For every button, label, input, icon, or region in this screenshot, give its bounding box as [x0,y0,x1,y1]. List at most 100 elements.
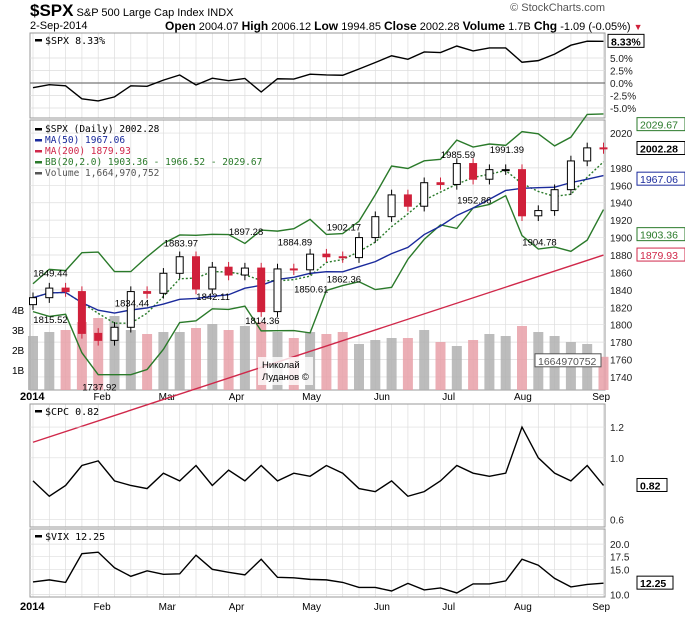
price-annotation: 1897.28 [229,227,263,238]
bb-upper-tag-box [636,117,685,132]
candle-body [355,237,363,259]
x-axis-label: Sep [592,602,610,613]
volume-bar [207,324,218,390]
price-tick-label: 1800 [610,321,633,332]
price-legend-item: Volume 1,664,970,752 [45,168,159,179]
volume-bar [158,332,169,390]
candle-body [436,182,445,185]
price-annotation: 1884.89 [278,238,312,249]
price-annotation: 1834.44 [115,299,149,310]
volume-bar [239,326,250,390]
candle-body [403,194,412,207]
high-label: High [241,19,269,33]
chart-title: $SPX S&P 500 Large Cap Index INDX [30,1,234,21]
ma200-tag: 1879.93 [640,250,678,262]
copyright: © StockCharts.com [510,2,605,14]
x-axis-label: Apr [229,602,245,613]
candle-body [61,287,70,293]
price-annotation: 1850.61 [294,285,328,296]
price-annotation: 1952.86 [457,196,491,207]
candle-body [257,267,266,313]
candle-body [45,287,54,299]
exchange: INDX [207,7,234,19]
price-annotation: 1991.39 [490,145,524,156]
ma200-tag-box [636,247,685,262]
x-axis-label: Aug [514,392,532,403]
ma200-line [32,254,604,443]
date: 2-Sep-2014 [30,20,88,32]
open-label: Open [165,19,196,33]
price-legend-item: MA(50) 1967.06 [45,135,125,146]
panel-frame-2 [29,403,606,528]
volume-bar [109,316,120,390]
candle-body [110,326,119,341]
candle-body [566,160,575,191]
volume-bar [60,330,71,390]
spx-pct-last-label-box [607,33,645,48]
close-tag-box [636,140,685,155]
candle-body [94,332,103,341]
close-value: 2002.28 [419,21,460,33]
bb-upper-tag: 2029.67 [640,120,678,132]
candle-body [126,291,135,328]
watermark-bg [258,357,313,385]
candle-body [387,194,396,218]
legend-swatch [35,128,42,131]
vix-tick-label: 15.0 [610,565,630,576]
bb-upper-line [32,113,604,285]
cpc-line [32,425,605,498]
symbol: $SPX [30,1,74,20]
candle-body [159,272,168,294]
candle-body [143,291,152,294]
volume-value: 1.7B [508,21,531,33]
vix-last-label-box [636,575,674,590]
x-axis-label: Feb [93,392,111,403]
x-axis-label: Jul [442,602,455,613]
price-tick-label: 1780 [610,338,633,349]
spx-pct-legend-swatch [35,39,42,42]
volume-bar [256,322,267,390]
legend-swatch [35,139,42,142]
cpc-legend-swatch [35,410,42,413]
volume-bar [435,342,446,390]
volume-tick-label: 2B [12,346,25,357]
volume-bar [517,326,527,390]
vix-tick-label: 10.0 [610,590,630,601]
vix-last-label: 12.25 [640,578,666,590]
cpc-last-label: 0.82 [640,480,661,492]
volume-bar [337,332,348,390]
candle-body [192,256,200,290]
vix-line [32,551,604,594]
price-tick-label: 1740 [610,373,633,384]
candle-body [77,291,86,334]
watermark-line2: Луданов © [262,372,309,383]
chg-value: -1.09 (-0.05%) [560,21,631,33]
index-name: S&P 500 Large Cap Index [76,7,205,19]
x-axis-label: May [302,602,321,613]
close-tag: 2002.28 [640,143,678,155]
vix-legend-swatch [35,535,42,538]
spx-pct-line [32,40,604,102]
candle-body [501,169,510,172]
price-tick-label: 1880 [610,251,633,262]
x-axis-label: Mar [159,602,177,613]
price-tick-label: 1860 [610,268,633,279]
chg-label: Chg [533,19,558,33]
candle-body [224,266,233,276]
pct-tick-label: 2.5% [610,67,633,78]
candle-body [29,297,37,306]
candle-body [322,253,331,258]
bb-lower-line [32,194,605,376]
candle-body [534,210,543,217]
volume-bar [174,332,185,390]
price-tick-label: 1920 [610,216,633,227]
vix-legend: $VIX 12.25 [45,532,105,543]
volume-bar [451,346,462,390]
volume-bar [321,334,332,390]
volume-bar [142,334,153,390]
ma50-tag-box [636,171,685,186]
volume-bar [386,338,397,390]
bb-lower-tag-box [636,227,685,242]
price-tick-label: 1980 [610,164,633,175]
